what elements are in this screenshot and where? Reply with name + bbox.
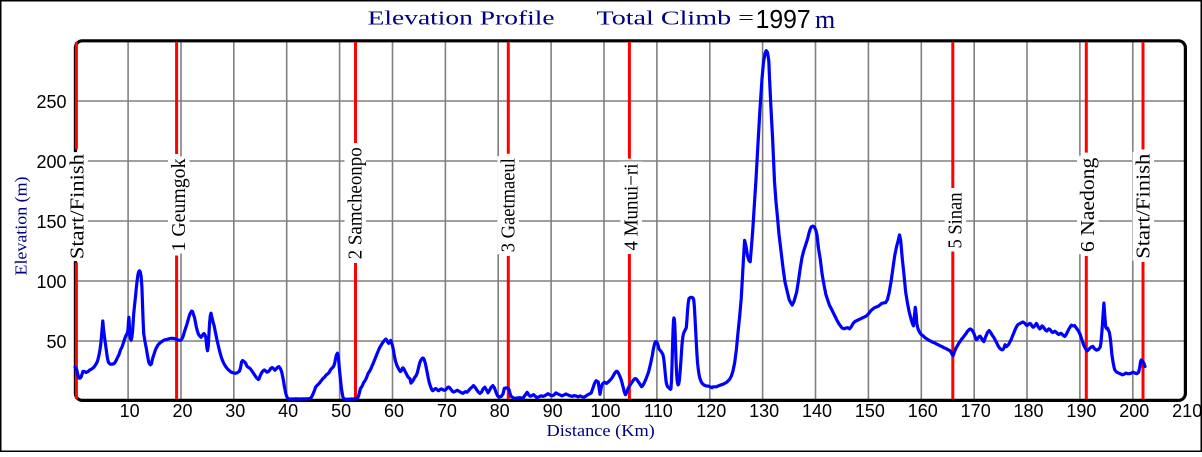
- svg-text:m: m: [815, 5, 835, 34]
- svg-text:90: 90: [543, 401, 563, 421]
- svg-text:170: 170: [961, 401, 991, 421]
- svg-text:200: 200: [1119, 401, 1149, 421]
- svg-text:50: 50: [331, 401, 351, 421]
- svg-text:Elevation (m): Elevation (m): [12, 177, 31, 276]
- svg-text:190: 190: [1066, 401, 1096, 421]
- svg-text:200: 200: [36, 152, 66, 172]
- svg-text:100: 100: [590, 401, 620, 421]
- svg-text:6 Naedong: 6 Naedong: [1077, 158, 1099, 253]
- svg-text:5 Sinan: 5 Sinan: [945, 193, 967, 249]
- svg-text:4 Munui−ri: 4 Munui−ri: [620, 163, 642, 250]
- svg-text:140: 140: [802, 401, 832, 421]
- svg-text:150: 150: [36, 212, 66, 232]
- svg-text:Distance (Km): Distance (Km): [547, 421, 655, 440]
- svg-text:30: 30: [225, 401, 245, 421]
- svg-text:40: 40: [278, 401, 298, 421]
- svg-text:250: 250: [36, 92, 66, 112]
- svg-text:10: 10: [120, 401, 140, 421]
- svg-text:210: 210: [1172, 401, 1202, 421]
- svg-text:110: 110: [644, 401, 673, 421]
- svg-text:150: 150: [855, 401, 885, 421]
- svg-text:1 Geumgok: 1 Geumgok: [168, 159, 190, 252]
- svg-text:180: 180: [1013, 401, 1043, 421]
- svg-text:80: 80: [490, 401, 510, 421]
- svg-text:Start/Finish: Start/Finish: [1133, 154, 1155, 259]
- svg-text:70: 70: [437, 401, 457, 421]
- svg-text:Elevation Profile: Elevation Profile: [368, 7, 555, 29]
- svg-text:2 Samcheonpo: 2 Samcheonpo: [345, 147, 367, 259]
- svg-text:50: 50: [46, 332, 66, 352]
- svg-text:120: 120: [696, 401, 726, 421]
- svg-text:3 Gaetmaeul: 3 Gaetmaeul: [497, 158, 519, 252]
- svg-text:60: 60: [384, 401, 404, 421]
- svg-text:Total Climb =: Total Climb =: [597, 7, 755, 29]
- svg-text:20: 20: [172, 401, 192, 421]
- svg-text:130: 130: [749, 401, 779, 421]
- svg-text:160: 160: [908, 401, 938, 421]
- svg-text:1997: 1997: [756, 4, 811, 34]
- svg-text:Start/Finish: Start/Finish: [66, 154, 88, 259]
- svg-text:100: 100: [36, 272, 66, 292]
